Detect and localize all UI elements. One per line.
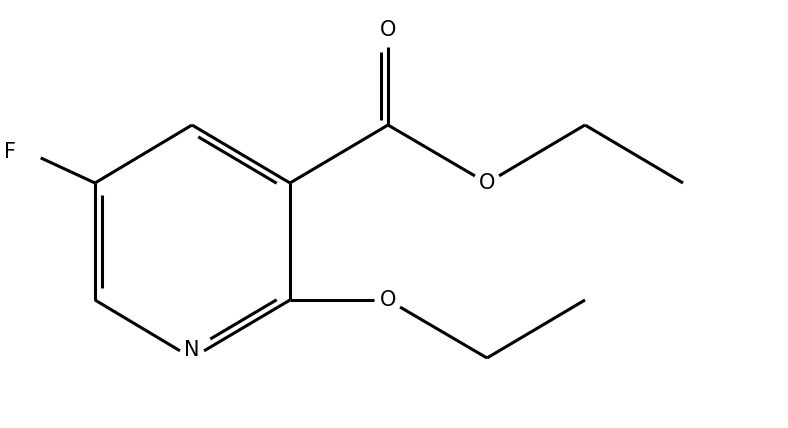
Text: F: F [4, 142, 16, 162]
Text: O: O [380, 20, 396, 40]
Text: O: O [380, 290, 396, 310]
Text: O: O [479, 173, 495, 193]
Text: N: N [184, 340, 199, 360]
